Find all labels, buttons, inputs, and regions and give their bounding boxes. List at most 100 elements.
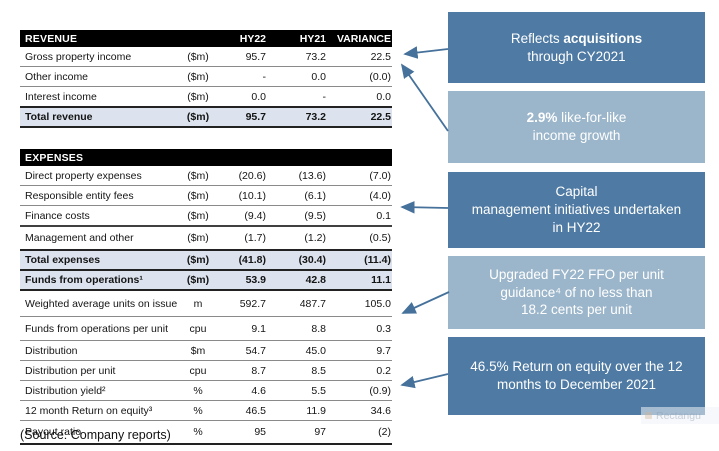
cell-hy22: 95.7 [245,111,266,123]
cell-hy22: 95 [254,426,266,438]
callout-text-segment: Upgraded FY22 FFO per unit [489,266,664,282]
callout-box-1: Reflects acquisitions through CY2021 [448,12,705,83]
cell-variance: 0.1 [376,209,391,222]
cell-hy22: 8.7 [251,364,266,377]
section-header-revenue: REVENUE HY22 HY21 VARIANCE [20,30,392,47]
cell-variance: 22.5 [370,111,391,123]
callout-line: in HY22 [552,219,600,237]
cell-label: Distribution per unit [25,364,116,377]
cell-label: Direct property expenses [25,169,142,182]
table-row: 12 month Return on equity³% 46.5 11.9 34.6 [20,400,392,420]
cell-variance: 0.0 [376,90,391,103]
section-header-expenses: EXPENSES [20,149,392,166]
cell-variance: 0.3 [376,322,391,335]
cell-unit: ($m) [187,209,209,222]
callout-text-segment: 18.2 cents per unit [520,302,633,318]
cell-label: Distribution yield² [25,384,106,397]
cell-variance: 9.7 [376,344,391,357]
column-header-variance: VARIANCE [336,32,391,45]
cell-hy21: (6.1) [304,189,326,202]
cell-hy21: 8.5 [311,364,326,377]
cell-hy21: 45.0 [305,344,326,357]
callout-line: income growth [533,127,621,145]
cell-unit: $m [190,344,206,357]
callout-text-segment: 46.5% Return on equity over the 12 [470,359,683,375]
callout-line: 46.5% Return on equity over the 12 [470,358,682,376]
cell-variance: 34.6 [370,404,391,417]
ghost-tooltip-label: Rectangu [656,409,701,422]
cell-hy21: - [322,90,327,103]
callout-line: months to December 2021 [497,376,656,394]
table-row: Distribution yield²% 4.6 5.5 (0.9) [20,380,392,400]
cell-variance: 105.0 [364,297,391,310]
callout-text-segment: 2.9% [526,110,558,126]
cell-unit: ($m) [187,50,209,63]
section-title: EXPENSES [25,151,84,164]
callout-text-segment: Reflects [510,30,564,46]
ghost-tooltip-icon [645,412,652,419]
cell-hy22: 54.7 [245,344,266,357]
callout-line: Upgraded FY22 FFO per unit [489,266,664,284]
callout-box-2: 2.9% like-for-like income growth [448,91,705,163]
table-row: Other income ($m) - 0.0 (0.0) [20,66,392,86]
cell-label: Payout ratio [25,426,82,438]
cell-unit: m [193,297,203,310]
cell-variance: (7.0) [369,169,391,182]
callout-line: guidance⁴ of no less than [500,284,652,302]
cell-label: Weighted average units on issue [25,297,178,310]
cell-hy21: 73.2 [305,50,326,63]
cell-hy22: 4.6 [251,384,266,397]
table-row: Interest income ($m) 0.0 - 0.0 [20,86,392,106]
cell-unit: % [193,384,203,397]
table-row: Total expenses ($m) (41.8) (30.4) (11.4) [20,249,392,269]
cell-unit: ($m) [187,70,209,83]
cell-hy22: (9.4) [244,209,266,222]
callout-text-segment: through CY2021 [527,48,626,64]
cell-variance: (11.4) [364,254,391,266]
callout-line: Reflects acquisitions [511,30,642,48]
cell-hy22: (20.6) [238,169,266,182]
cell-hy22: (10.1) [238,189,266,202]
cell-hy21: (1.2) [304,232,326,244]
cell-hy21: 5.5 [311,384,326,397]
column-header-hy21: HY21 [299,32,326,45]
cell-hy22: 0.0 [251,90,266,103]
table-row: Payout ratio% 95 97 (2) [20,420,392,445]
cell-label: Funds from operations¹ [25,274,143,286]
cell-hy22: 46.5 [245,404,266,417]
cell-variance: (0.9) [369,384,391,397]
cell-hy21: 11.9 [306,404,326,417]
cell-unit: cpu [189,322,207,335]
cell-hy21: 0.0 [311,70,326,83]
callout-box-3: Capital management initiatives undertaken… [448,172,705,248]
source-note: (Source: Company reports) [20,428,171,442]
cell-hy21: 42.8 [305,274,326,286]
arrow-ffo-per-unit [401,291,450,314]
cell-label: Gross property income [25,50,132,63]
callout-box-4: Upgraded FY22 FFO per unit guidance⁴ of n… [448,256,705,329]
cell-hy21: (9.5) [304,209,326,222]
cell-label: Interest income [25,90,97,103]
cell-hy21: (30.4) [298,254,326,266]
cell-unit: ($m) [186,254,210,266]
callout-text-segment: guidance⁴ of no less than [500,284,653,300]
callout-text-segment: income growth [532,128,621,143]
cell-label: Other income [25,70,89,83]
cell-label: Finance costs [25,209,90,222]
cell-variance: (0.5) [369,232,391,244]
cell-label: 12 month Return on equity³ [25,404,153,417]
callout-line: 18.2 cents per unit [521,301,632,319]
cell-hy22: (41.8) [238,254,266,266]
callout-text-segment: Capital [555,184,598,200]
table-row: Distribution $m 54.7 45.0 9.7 [20,340,392,360]
section-title: REVENUE [25,32,78,45]
callout-line: management initiatives undertaken [472,201,681,219]
callout-line: Capital [555,183,597,201]
section-gap [20,128,392,149]
cell-variance: (4.0) [369,189,391,202]
table-row: Funds from operations¹ ($m) 53.9 42.8 11.1 [20,269,392,291]
cell-label: Funds from operations per unit [25,322,168,335]
cell-label: Total expenses [25,254,101,266]
table-row: Weighted average units on issue m 592.7 487… [20,291,392,316]
